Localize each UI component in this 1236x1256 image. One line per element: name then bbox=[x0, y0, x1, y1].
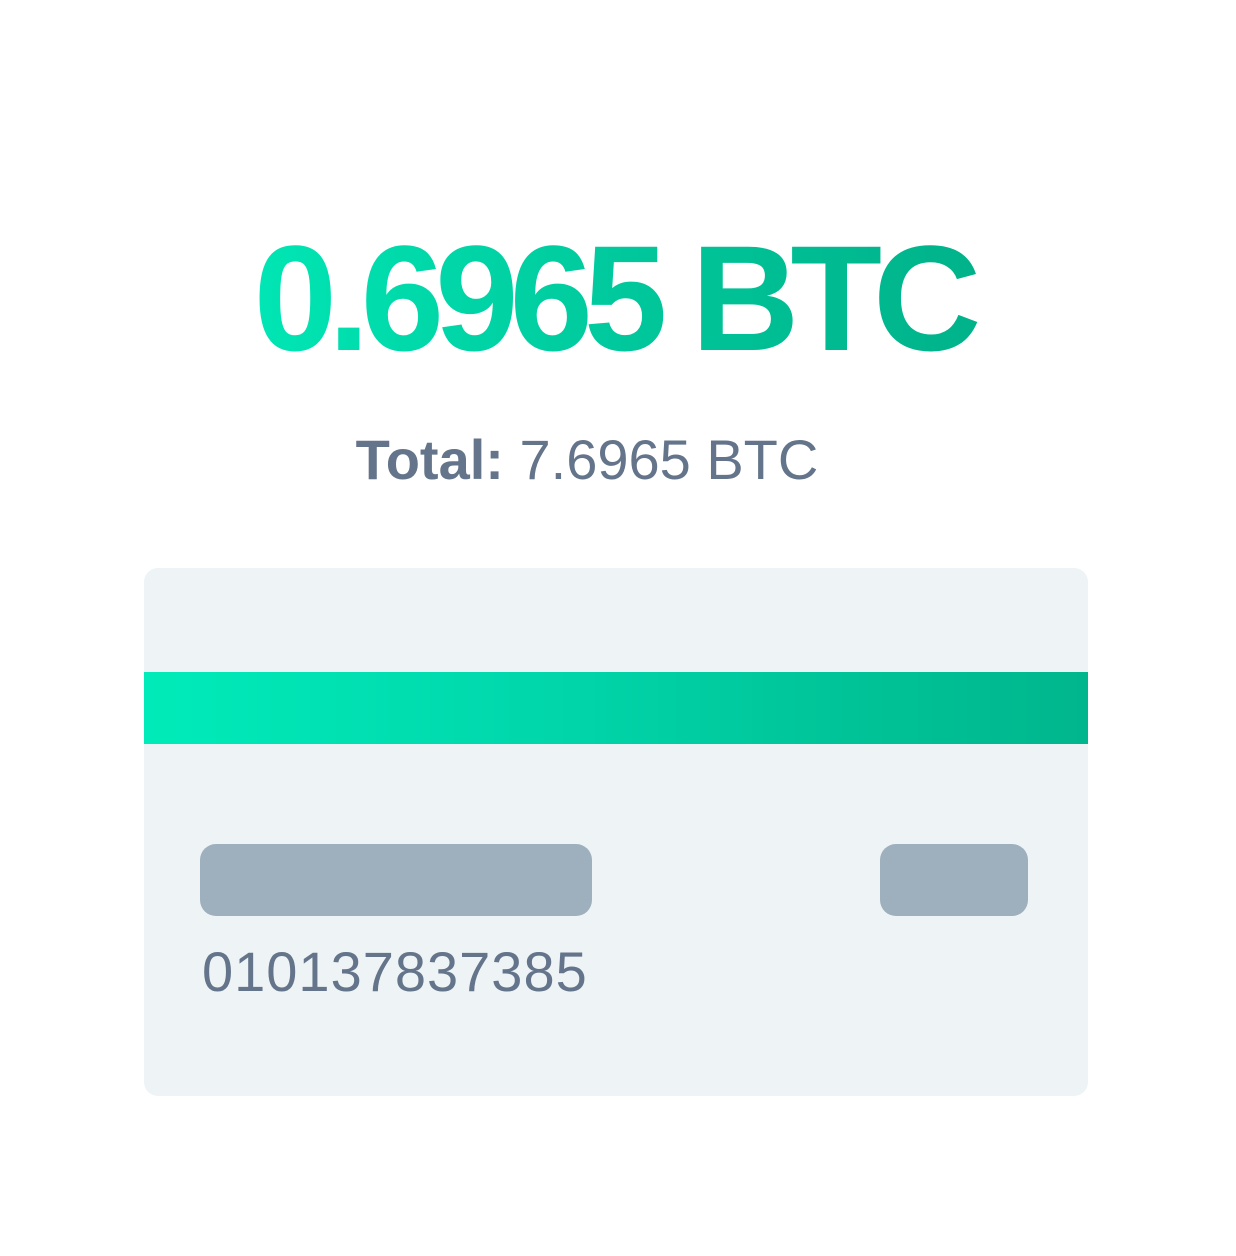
card-number: 010137837385 bbox=[202, 940, 588, 1003]
total-line: Total: 7.6965 BTC bbox=[0, 428, 1174, 492]
magnetic-stripe bbox=[144, 672, 1088, 744]
card-placeholder-bar-long bbox=[200, 844, 592, 916]
total-value: 7.6965 BTC bbox=[519, 428, 819, 491]
balance-amount: 0.6965 BTC bbox=[0, 218, 1236, 378]
balance-amount-text: 0.6965 BTC bbox=[254, 214, 983, 382]
total-label: Total: bbox=[355, 428, 504, 491]
card-placeholder-bar-short bbox=[880, 844, 1028, 916]
card-back: 010137837385 bbox=[144, 568, 1088, 1096]
